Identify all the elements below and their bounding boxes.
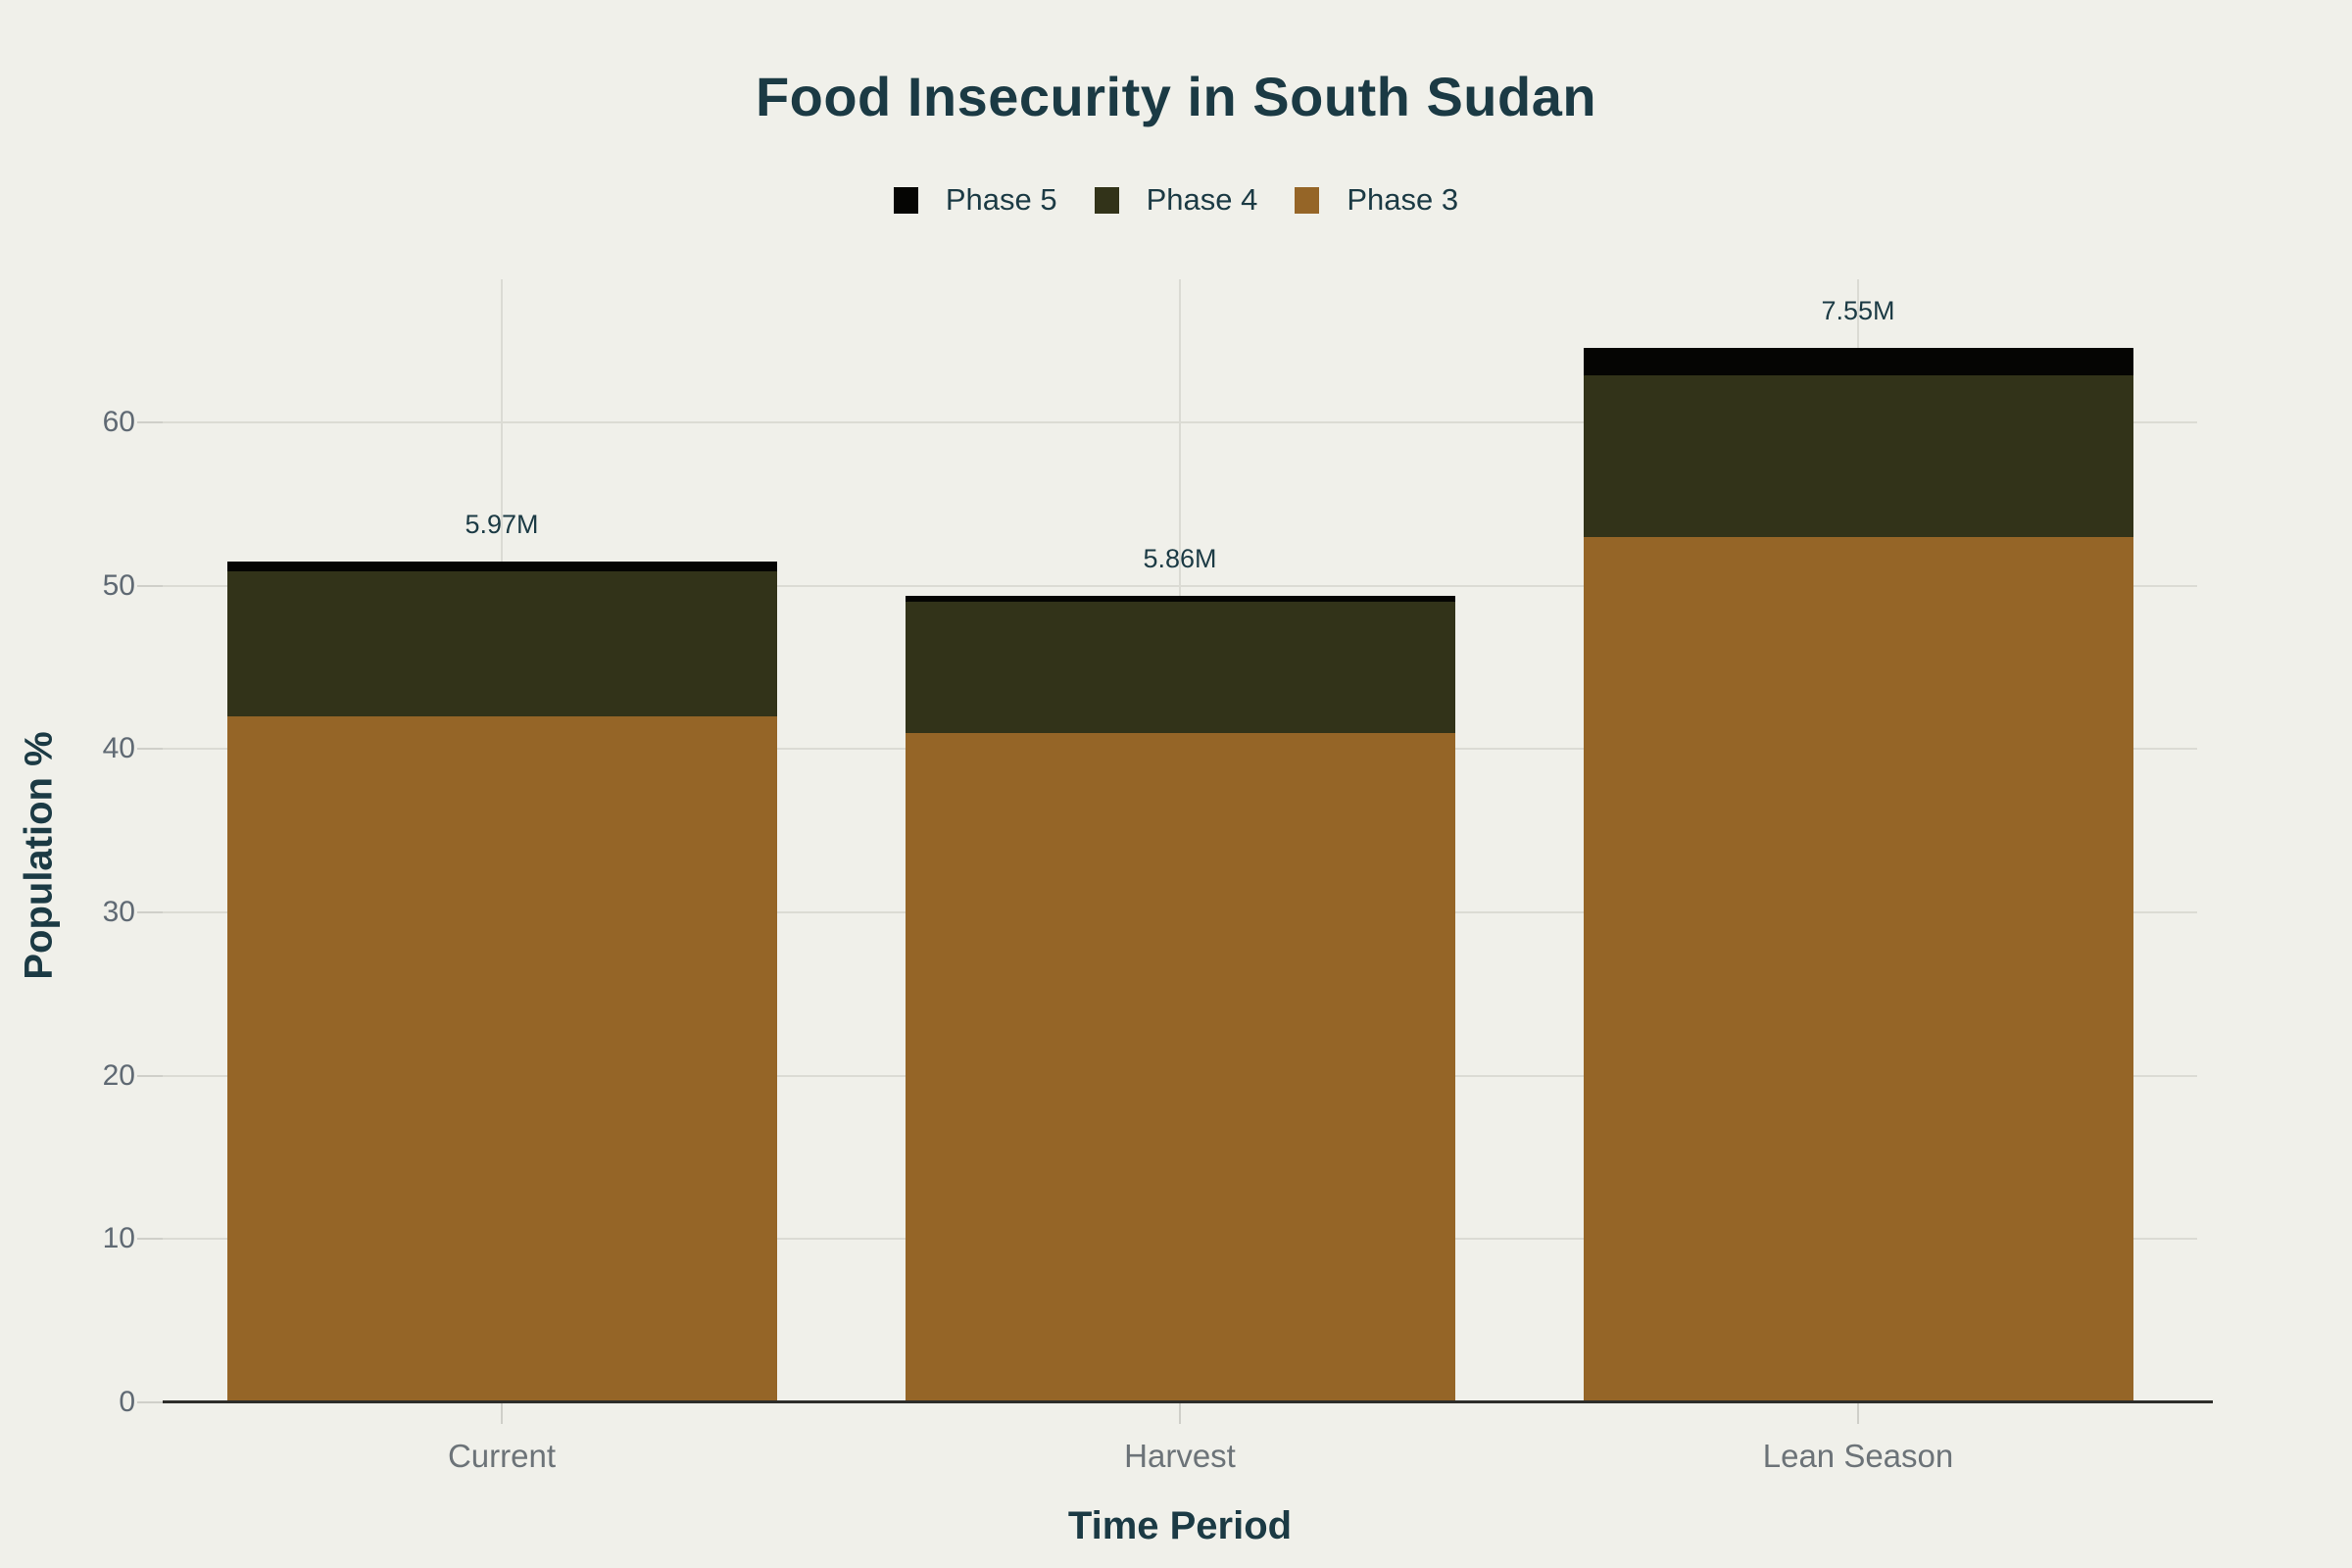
y-tick-label-50: 50 — [102, 568, 135, 602]
bar-total-label-lean-season: 7.55M — [1821, 296, 1895, 326]
bar-segment-phase-4-current — [226, 570, 777, 716]
y-tick-10 — [137, 1238, 163, 1241]
x-tick-lean-season — [1857, 1402, 1859, 1424]
gridline-y-50 — [163, 584, 2197, 587]
y-tick-label-30: 30 — [102, 895, 135, 928]
y-tick-30 — [137, 910, 163, 913]
x-category-label-harvest: Harvest — [1124, 1438, 1236, 1474]
bar-lean-season — [1583, 348, 2133, 1402]
x-tick-current — [501, 1402, 503, 1424]
legend-label-phase-4: Phase 4 — [1146, 182, 1258, 217]
legend-item-phase-3: Phase 3 — [1295, 182, 1458, 218]
legend-item-phase-4: Phase 4 — [1094, 182, 1258, 218]
y-tick-label-20: 20 — [102, 1058, 135, 1092]
bar-segment-phase-3-current — [226, 715, 777, 1402]
bar-segment-phase-4-harvest — [905, 602, 1455, 733]
bar-total-label-current: 5.97M — [465, 510, 539, 540]
x-axis-line — [163, 1400, 2213, 1403]
y-tick-label-40: 40 — [102, 732, 135, 765]
y-tick-50 — [137, 584, 163, 587]
x-tick-harvest — [1179, 1402, 1181, 1424]
y-tick-label-0: 0 — [119, 1386, 135, 1418]
y-tick-60 — [137, 420, 163, 423]
x-category-label-current: Current — [447, 1438, 557, 1474]
y-tick-20 — [137, 1074, 163, 1077]
bar-segment-phase-5-harvest — [905, 595, 1455, 603]
legend: Phase 5 Phase 4 Phase 3 — [0, 182, 2352, 218]
legend-label-phase-5: Phase 5 — [945, 182, 1057, 217]
bar-segment-phase-3-lean-season — [1583, 536, 2133, 1402]
plot-area: 0 10 20 30 40 50 60 5.97M Current 5.86M Harvest 7.5… — [103, 279, 2213, 1547]
legend-swatch-phase-4 — [1094, 186, 1119, 214]
legend-swatch-phase-3 — [1295, 186, 1320, 214]
bar-harvest — [905, 595, 1455, 1402]
legend-swatch-phase-5 — [893, 186, 918, 214]
y-axis-title: Population % — [17, 731, 61, 980]
bar-segment-phase-5-lean-season — [1583, 348, 2133, 375]
bar-total-label-harvest: 5.86M — [1143, 543, 1217, 573]
gridline-y-60 — [163, 420, 2197, 423]
y-tick-label-60: 60 — [102, 405, 135, 438]
bar-current — [226, 562, 777, 1402]
bar-segment-phase-4-lean-season — [1583, 374, 2133, 537]
chart-title: Food Insecurity in South Sudan — [755, 66, 1597, 127]
x-axis-title: Time Period — [1067, 1504, 1293, 1547]
bar-segment-phase-3-harvest — [905, 732, 1455, 1402]
bar-segment-phase-5-current — [226, 562, 777, 571]
y-tick-0 — [137, 1401, 163, 1403]
legend-item-phase-5: Phase 5 — [893, 182, 1057, 218]
x-category-label-lean-season: Lean Season — [1762, 1438, 1954, 1474]
legend-label-phase-3: Phase 3 — [1347, 182, 1459, 217]
y-tick-label-10: 10 — [102, 1222, 135, 1255]
y-tick-40 — [137, 748, 163, 751]
